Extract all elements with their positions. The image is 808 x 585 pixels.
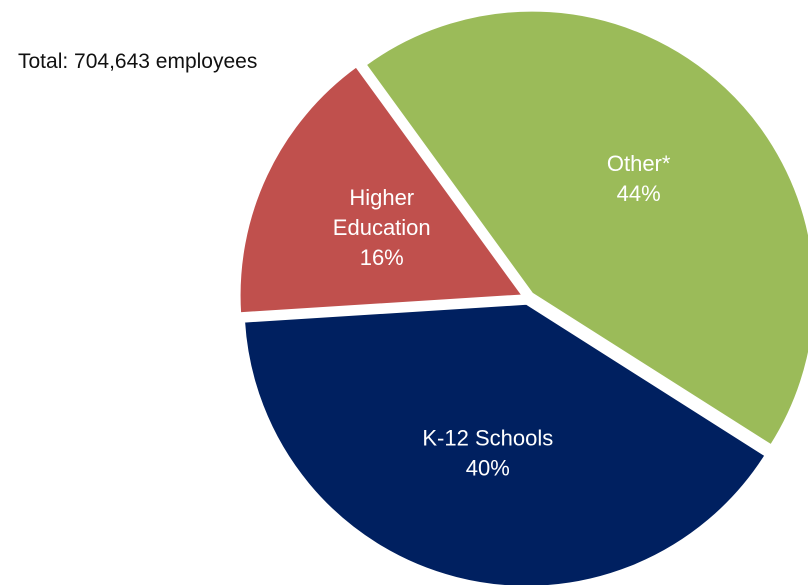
pie-labels: Other* 44% K-12 Schools 40% Higher Education 1…	[333, 151, 671, 480]
total-note: Total: 704,643 employees	[18, 50, 258, 73]
pie-slice-percent: 44%	[617, 181, 661, 206]
pie-slices	[238, 9, 808, 585]
pie-slice-label: K-12 Schools 40%	[422, 425, 553, 480]
pie-slice-other	[364, 9, 808, 447]
pie-slice-name: Higher	[349, 185, 414, 210]
pie-slice-name: Other*	[607, 151, 671, 176]
pie-slice-percent: 40%	[466, 455, 510, 480]
pie-slice-name: Education	[333, 215, 431, 240]
pie-slice-higher-education	[238, 65, 525, 315]
pie-slice-name: K-12 Schools	[422, 425, 553, 450]
pie-slice-label: Other* 44%	[607, 151, 671, 206]
pie-slice-k-12-schools	[243, 302, 767, 585]
pie-slice-label: Higher Education 16%	[333, 185, 431, 270]
pie-slice-percent: 16%	[360, 245, 404, 270]
